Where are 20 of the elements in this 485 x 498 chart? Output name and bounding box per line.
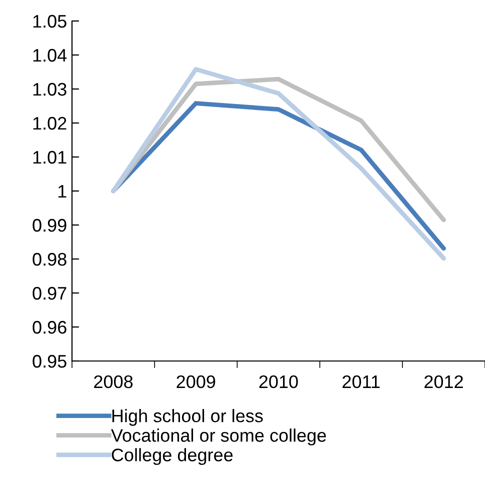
legend-label: College degree (112, 448, 233, 465)
y-tick-label: 0.99 (32, 218, 66, 232)
y-tick-label: 1.01 (33, 150, 66, 164)
y-tick-label: 0.95 (32, 354, 66, 368)
y-tick-label: 0.98 (32, 252, 66, 266)
y-tick-label: 1.04 (33, 48, 67, 62)
x-tick-label: 2012 (424, 375, 463, 388)
x-tick-label: 2008 (94, 375, 133, 388)
x-tick-label: 2010 (259, 375, 298, 388)
x-tick-label: 2009 (176, 375, 216, 388)
y-tick-label: 0.97 (32, 286, 66, 300)
x-tick-label: 2011 (342, 375, 380, 388)
y-tick-label: 1.03 (33, 82, 66, 96)
legend-label: Vocational or some college (111, 428, 326, 446)
y-tick-label: 1 (58, 185, 66, 198)
y-tick-label: 1.02 (33, 116, 66, 130)
line-series (111, 67, 446, 261)
y-tick-label: 1.05 (33, 14, 66, 28)
y-tick-label: 0.96 (32, 320, 66, 334)
legend-label: High school or less (112, 409, 263, 426)
